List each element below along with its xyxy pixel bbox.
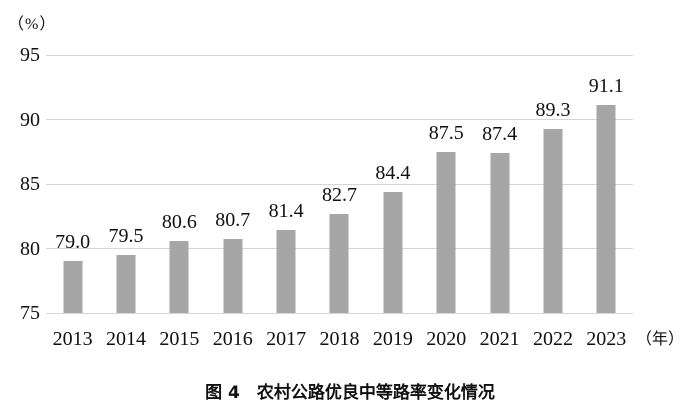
x-tick-label-2016: 2016	[212, 328, 253, 350]
bar-2017	[276, 230, 296, 313]
x-tick-label-2022: 2022	[532, 328, 573, 350]
bar-2020	[436, 151, 456, 313]
y-axis-unit-label: （%）	[8, 16, 57, 33]
bar-value-label-2015: 80.6	[161, 210, 197, 233]
y-tick-label-85: 85	[20, 173, 40, 195]
x-tick-label-2019: 2019	[372, 328, 413, 350]
bar-value-label-2022: 89.3	[535, 98, 571, 121]
x-tick-label-2020: 2020	[426, 328, 467, 350]
x-tick-label-2023: 2023	[586, 328, 627, 350]
bar-value-label-2013: 79.0	[55, 231, 91, 254]
bar-2021	[490, 153, 510, 313]
chart-caption: 图 4 农村公路优良中等路率变化情况	[205, 383, 495, 403]
x-tick-label-2021: 2021	[479, 328, 520, 350]
bar-value-label-2016: 80.7	[215, 209, 251, 232]
bar-2023	[596, 105, 616, 313]
bar-slot-2020: 87.5	[420, 55, 473, 313]
bar-slot-2021: 87.4	[473, 55, 526, 313]
bar-2015	[169, 240, 189, 313]
bar-value-label-2019: 84.4	[375, 161, 411, 184]
y-tick-label-95: 95	[20, 44, 40, 66]
gridline-95	[46, 54, 633, 56]
x-tick-label-2013: 2013	[52, 328, 93, 350]
x-tick-label-2018: 2018	[319, 328, 360, 350]
bar-value-label-2023: 91.1	[588, 75, 624, 98]
gridline-85	[46, 183, 633, 185]
bar-2016	[223, 239, 243, 313]
bar-2013	[63, 261, 83, 313]
x-axis-unit-label: （年）	[636, 331, 685, 348]
x-tick-label-2017: 2017	[266, 328, 307, 350]
x-tick-label-2015: 2015	[159, 328, 200, 350]
bar-value-label-2017: 81.4	[268, 200, 304, 223]
y-tick-label-75: 75	[20, 302, 40, 324]
bar-value-label-2021: 87.4	[482, 123, 518, 146]
bar-2019	[383, 191, 403, 313]
bar-slot-2019: 84.4	[366, 55, 419, 313]
y-tick-label-80: 80	[20, 237, 40, 260]
bar-2022	[543, 128, 563, 313]
bar-slot-2018: 82.7	[313, 55, 366, 313]
bar-slot-2022: 89.3	[526, 55, 579, 313]
bar-slot-2014: 79.5	[99, 55, 152, 313]
bar-value-label-2020: 87.5	[428, 121, 464, 144]
x-tick-label-2014: 2014	[106, 328, 147, 350]
bar-slot-2015: 80.6	[153, 55, 206, 313]
bar-slot-2017: 81.4	[259, 55, 312, 313]
bar-slot-2023: 91.1	[580, 55, 633, 313]
bar-slot-2016: 80.7	[206, 55, 259, 313]
bar-value-label-2014: 79.5	[108, 224, 144, 247]
plot-area: 79.0 79.5 80.6 80.7 81.4 82.7 84.4 87.5 87.4 89.3…	[46, 54, 633, 314]
bar-2014	[116, 254, 136, 313]
gridline-90	[46, 119, 633, 120]
bar-2018	[329, 213, 349, 313]
gridline-75	[46, 312, 633, 314]
y-tick-label-90: 90	[20, 108, 40, 131]
bar-slot-2013: 79.0	[46, 55, 99, 313]
bar-value-label-2018: 82.7	[321, 183, 357, 206]
